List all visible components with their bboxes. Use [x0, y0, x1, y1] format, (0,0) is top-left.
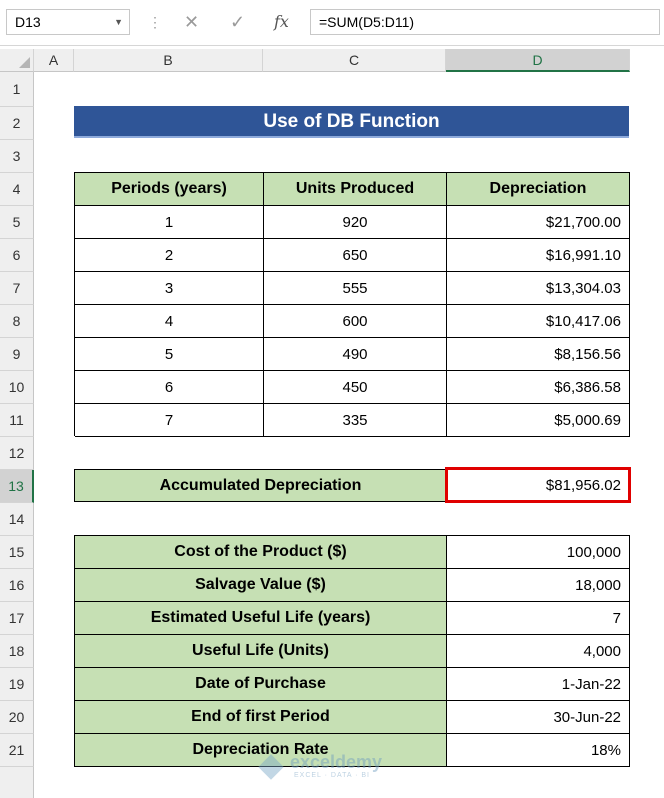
chevron-down-icon[interactable]: ▼: [114, 17, 123, 27]
info-table: Cost of the Product ($) 100,000 Salvage …: [74, 535, 630, 767]
enter-icon[interactable]: ✓: [230, 12, 246, 32]
info-label[interactable]: End of first Period: [75, 701, 447, 734]
period-cell[interactable]: 5: [75, 338, 264, 371]
period-cell[interactable]: 1: [75, 206, 264, 239]
info-label[interactable]: Useful Life (Units): [75, 635, 447, 668]
header-periods[interactable]: Periods (years): [75, 173, 264, 206]
row-header-19[interactable]: 19: [0, 668, 34, 701]
select-all-icon: [19, 57, 30, 68]
depreciation-table: Periods (years) Units Produced Depreciat…: [74, 172, 630, 437]
depreciation-cell[interactable]: $21,700.00: [447, 206, 630, 239]
row-header-14[interactable]: 14: [0, 503, 34, 536]
insert-function-icon[interactable]: fx: [274, 12, 289, 31]
info-label[interactable]: Date of Purchase: [75, 668, 447, 701]
header-units[interactable]: Units Produced: [264, 173, 447, 206]
accumulated-label[interactable]: Accumulated Depreciation: [75, 470, 447, 502]
row-header-5[interactable]: 5: [0, 206, 34, 239]
name-box-value: D13: [15, 14, 41, 30]
header-depreciation[interactable]: Depreciation: [447, 173, 630, 206]
units-cell[interactable]: 920: [264, 206, 447, 239]
row-header-2[interactable]: 2: [0, 107, 34, 140]
row-header-13[interactable]: 13: [0, 470, 34, 503]
info-label[interactable]: Cost of the Product ($): [75, 536, 447, 569]
period-cell[interactable]: 4: [75, 305, 264, 338]
period-cell[interactable]: 6: [75, 371, 264, 404]
row-header-7[interactable]: 7: [0, 272, 34, 305]
row-header-22[interactable]: [0, 767, 34, 798]
watermark-tagline: EXCEL · DATA · BI: [294, 772, 370, 779]
formula-buttons: ✕ ✓ fx: [170, 9, 303, 35]
row-header-15[interactable]: 15: [0, 536, 34, 569]
row-header-17[interactable]: 17: [0, 602, 34, 635]
name-box[interactable]: D13 ▼: [6, 9, 130, 35]
info-value[interactable]: 18,000: [447, 569, 630, 602]
info-label[interactable]: Salvage Value ($): [75, 569, 447, 602]
row-header-16[interactable]: 16: [0, 569, 34, 602]
accumulated-row: Accumulated Depreciation $81,956.02: [74, 469, 630, 502]
period-cell[interactable]: 2: [75, 239, 264, 272]
column-header-d[interactable]: D: [446, 49, 630, 72]
watermark-logo: exceldemy EXCEL · DATA · BI: [258, 752, 412, 782]
row-header-20[interactable]: 20: [0, 701, 34, 734]
period-cell[interactable]: 3: [75, 272, 264, 305]
drag-handle-icon[interactable]: ⋮: [148, 14, 162, 30]
info-value[interactable]: 18%: [447, 734, 630, 767]
info-value[interactable]: 100,000: [447, 536, 630, 569]
depreciation-cell[interactable]: $6,386.58: [447, 371, 630, 404]
cancel-icon[interactable]: ✕: [184, 12, 200, 32]
formula-bar: D13 ▼ ⋮ ✕ ✓ fx =SUM(D5:D11): [0, 0, 664, 46]
units-cell[interactable]: 450: [264, 371, 447, 404]
info-label[interactable]: Estimated Useful Life (years): [75, 602, 447, 635]
info-value[interactable]: 7: [447, 602, 630, 635]
units-cell[interactable]: 555: [264, 272, 447, 305]
formula-input[interactable]: =SUM(D5:D11): [310, 9, 660, 35]
units-cell[interactable]: 335: [264, 404, 447, 437]
brand-logo-icon: [258, 754, 284, 780]
depreciation-cell[interactable]: $5,000.69: [447, 404, 630, 437]
info-value[interactable]: 4,000: [447, 635, 630, 668]
row-header-6[interactable]: 6: [0, 239, 34, 272]
depreciation-cell[interactable]: $16,991.10: [447, 239, 630, 272]
period-cell[interactable]: 7: [75, 404, 264, 437]
row-header-12[interactable]: 12: [0, 437, 34, 470]
row-header-11[interactable]: 11: [0, 404, 34, 437]
units-cell[interactable]: 600: [264, 305, 447, 338]
column-header-c[interactable]: C: [263, 49, 446, 72]
select-all-corner[interactable]: [0, 49, 34, 72]
depreciation-cell[interactable]: $10,417.06: [447, 305, 630, 338]
info-value[interactable]: 30-Jun-22: [447, 701, 630, 734]
row-header-21[interactable]: 21: [0, 734, 34, 767]
row-header-9[interactable]: 9: [0, 338, 34, 371]
units-cell[interactable]: 490: [264, 338, 447, 371]
info-value[interactable]: 1-Jan-22: [447, 668, 630, 701]
row-header-18[interactable]: 18: [0, 635, 34, 668]
active-cell-highlight: [445, 467, 631, 503]
row-header-3[interactable]: 3: [0, 140, 34, 173]
depreciation-cell[interactable]: $8,156.56: [447, 338, 630, 371]
units-cell[interactable]: 650: [264, 239, 447, 272]
row-header-10[interactable]: 10: [0, 371, 34, 404]
sheet-title[interactable]: Use of DB Function: [74, 106, 629, 138]
column-header-a[interactable]: A: [34, 49, 74, 72]
info-label[interactable]: Depreciation Rate: [75, 734, 447, 767]
row-header-8[interactable]: 8: [0, 305, 34, 338]
row-header-4[interactable]: 4: [0, 173, 34, 206]
row-header-1[interactable]: 1: [0, 72, 34, 107]
column-header-b[interactable]: B: [74, 49, 263, 72]
depreciation-cell[interactable]: $13,304.03: [447, 272, 630, 305]
watermark-brand: exceldemy: [290, 752, 383, 772]
